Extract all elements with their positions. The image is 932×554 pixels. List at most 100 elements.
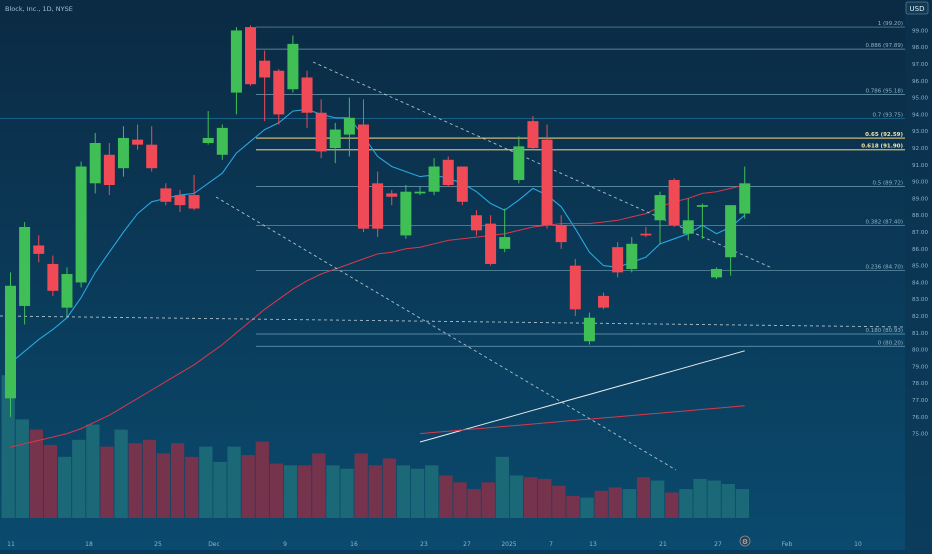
candle — [456, 166, 468, 206]
candle — [414, 186, 426, 196]
volume-bar — [255, 441, 269, 518]
price-tick-label: 78.00 — [912, 381, 928, 387]
volume-bar — [227, 446, 241, 518]
sma-mid-line — [10, 184, 745, 448]
price-tick-label: 91.00 — [912, 163, 928, 169]
volume-bar — [298, 465, 312, 518]
price-tick-label: 88.00 — [912, 213, 928, 219]
candle — [273, 69, 285, 125]
candle-body — [696, 205, 708, 207]
price-tick-label: 93.00 — [912, 129, 928, 135]
price-tick-label: 79.00 — [912, 364, 928, 370]
time-tick-label: 9 — [283, 541, 287, 548]
price-tick-label: 94.00 — [912, 112, 928, 118]
volume-bar — [396, 465, 411, 518]
candle-body — [414, 191, 426, 194]
candle-body — [583, 317, 595, 342]
time-tick-label: 10 — [854, 541, 862, 548]
candle-body — [19, 227, 31, 306]
volume-bar — [453, 482, 467, 518]
candle — [89, 132, 101, 194]
volume-bar — [43, 444, 58, 518]
volume-bar — [665, 492, 679, 518]
volume-bar — [57, 456, 72, 518]
candle-body — [89, 143, 101, 184]
candle — [343, 97, 355, 157]
price-axis[interactable]: 99.00 98.00 97.00 96.00 95.00 94.00 93.00 92.00… — [905, 0, 932, 550]
candle — [188, 174, 200, 211]
volume-bars — [1, 375, 750, 518]
time-axis[interactable]: 11 18 25 Dec 9 16 23 27 2025 7 13 21 27 Feb 10 — [7, 541, 862, 548]
volume-bar — [100, 446, 114, 518]
candle-body — [541, 139, 553, 226]
candle-body — [569, 265, 581, 310]
settings-icon[interactable]: ⚙ — [739, 535, 751, 547]
currency-badge[interactable]: USD — [905, 1, 929, 15]
fib-level-label: 1 (99.20) — [878, 21, 903, 27]
price-tick-label: 87.00 — [912, 230, 928, 236]
fib-level-label: 0 (80.20) — [878, 340, 903, 346]
price-tick-label: 99.00 — [912, 28, 928, 34]
time-tick-label: 13 — [589, 541, 597, 548]
candle — [358, 99, 369, 233]
trendline-lower[interactable] — [215, 196, 677, 471]
candle-body — [287, 43, 299, 90]
price-tick-label: 90.00 — [912, 180, 928, 186]
price-tick-label: 76.00 — [912, 415, 928, 421]
volume-bar — [326, 465, 340, 518]
candle-body — [640, 233, 652, 236]
candle — [61, 267, 73, 317]
volume-bar — [86, 424, 100, 518]
candle-body — [499, 237, 511, 249]
candle-body — [132, 139, 144, 145]
candle — [287, 35, 299, 93]
price-tick-label: 82.00 — [912, 314, 928, 320]
volume-bar — [199, 446, 213, 518]
candle-body — [230, 30, 242, 93]
candle — [372, 171, 384, 238]
volume-bar — [566, 495, 580, 518]
candle — [612, 242, 624, 278]
volume-bar — [410, 468, 425, 518]
candle — [301, 70, 313, 128]
candle-body — [626, 243, 638, 269]
volume-bar — [636, 477, 651, 518]
time-tick-label: 16 — [350, 541, 358, 548]
volume-bar — [382, 458, 397, 518]
trendline-horizontal[interactable] — [0, 315, 906, 328]
candle-body — [470, 215, 482, 231]
time-tick-label: Dec — [208, 541, 220, 548]
candle — [245, 25, 257, 86]
volume-bar — [312, 453, 326, 518]
volume-bar — [580, 497, 594, 518]
candle-body — [301, 77, 313, 113]
volume-bar — [156, 453, 171, 518]
fib-level-label: 0.786 (95.18) — [865, 89, 903, 95]
candle-body — [245, 27, 257, 85]
candle — [499, 208, 511, 253]
candle — [19, 221, 31, 325]
candle-body — [61, 274, 73, 308]
volume-bar — [368, 465, 382, 518]
volume-bar — [114, 429, 128, 518]
candle — [711, 267, 722, 280]
time-tick-label: 25 — [154, 541, 162, 548]
trendlines[interactable] — [0, 61, 906, 471]
candle-body — [682, 220, 694, 234]
candle-body — [485, 223, 497, 264]
volume-bar — [340, 468, 354, 518]
price-tick-label: 95.00 — [912, 96, 928, 102]
volume-bar — [425, 465, 439, 518]
candle-body — [372, 183, 384, 229]
candle-body — [202, 137, 214, 143]
candle — [47, 255, 59, 296]
time-tick-label: Feb — [782, 541, 793, 548]
candle — [202, 111, 214, 145]
price-tick-label: 97.00 — [912, 62, 928, 68]
volume-bar — [481, 482, 495, 518]
candle-body — [358, 124, 369, 229]
candle — [428, 158, 440, 196]
volume-bar — [185, 456, 199, 518]
candle-body — [174, 195, 186, 206]
